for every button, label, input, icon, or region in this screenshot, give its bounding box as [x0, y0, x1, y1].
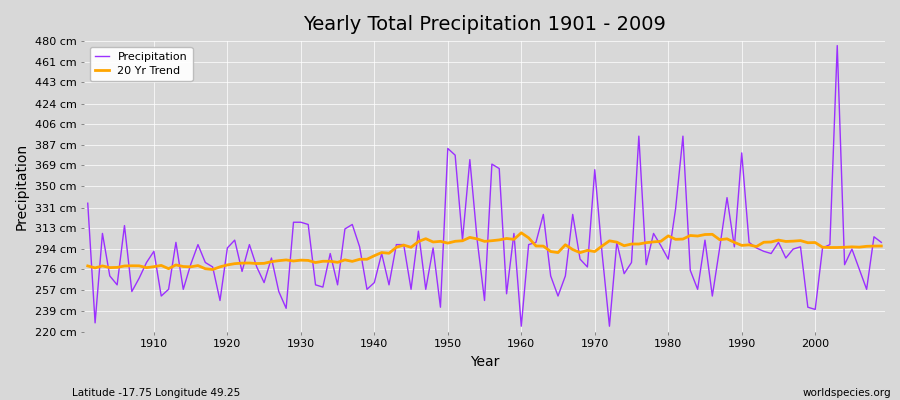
- 20 Yr Trend: [876, 244, 886, 248]
- Line: 20 Yr Trend: 20 Yr Trend: [87, 233, 881, 270]
- Title: Yearly Total Precipitation 1901 - 2009: Yearly Total Precipitation 1901 - 2009: [303, 15, 666, 34]
- 20 Yr Trend: [355, 257, 365, 262]
- 20 Yr Trend: [516, 230, 526, 235]
- Precipitation: [141, 260, 152, 265]
- Precipitation: [832, 43, 842, 48]
- 20 Yr Trend: [141, 265, 152, 270]
- 20 Yr Trend: [207, 267, 218, 272]
- Precipitation: [516, 324, 526, 329]
- 20 Yr Trend: [82, 264, 93, 268]
- 20 Yr Trend: [523, 236, 534, 240]
- Precipitation: [82, 201, 93, 206]
- Precipitation: [302, 222, 313, 227]
- Precipitation: [611, 240, 622, 245]
- 20 Yr Trend: [618, 243, 629, 248]
- Precipitation: [346, 222, 357, 227]
- Legend: Precipitation, 20 Yr Trend: Precipitation, 20 Yr Trend: [90, 47, 193, 81]
- Text: Latitude -17.75 Longitude 49.25: Latitude -17.75 Longitude 49.25: [72, 388, 240, 398]
- X-axis label: Year: Year: [470, 355, 500, 369]
- Precipitation: [523, 242, 534, 247]
- Line: Precipitation: Precipitation: [87, 46, 881, 326]
- 20 Yr Trend: [531, 244, 542, 248]
- Precipitation: [876, 240, 886, 245]
- Y-axis label: Precipitation: Precipitation: [15, 143, 29, 230]
- Text: worldspecies.org: worldspecies.org: [803, 388, 891, 398]
- Precipitation: [508, 231, 519, 236]
- 20 Yr Trend: [310, 260, 321, 265]
